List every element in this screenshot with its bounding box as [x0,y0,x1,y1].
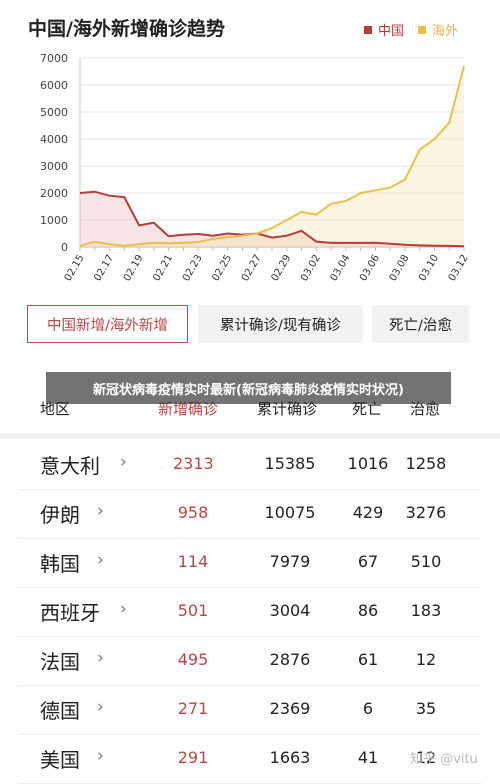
new-cases-value: 271 [177,699,209,718]
y-tick-label: 7000 [40,52,68,65]
x-tick-label: 02.29 [270,253,294,283]
new-cases-value: 291 [177,748,209,767]
title-banner: 新冠状病毒疫情实时最新(新冠病毒肺炎疫情实时状况) [46,372,451,404]
cure-value: 1258 [405,454,447,473]
country-name: 韩国 [40,552,80,576]
x-tick-label: 03.06 [358,253,382,283]
x-tick-label: 02.15 [63,253,87,283]
cumulative-value: 10075 [264,503,316,522]
watermark: 知乎 @vitu [410,752,478,767]
cumulative-value: 7979 [269,552,311,571]
series-line-overseas [79,65,465,247]
table-row[interactable]: 法国 495 2876 61 12 › [0,637,500,686]
x-tick-label: 03.12 [447,253,471,283]
new-cases-value: 2313 [173,454,214,473]
tab-new-cases[interactable]: 中国新增/海外新增 [27,305,188,343]
legend-swatch-overseas [418,25,426,34]
table-row[interactable]: 德国 271 2369 6 35 › [0,686,500,735]
cumulative-value: 2876 [269,650,311,669]
death-value: 61 [357,650,379,669]
header-cumulative[interactable]: 累计确诊 [257,400,318,418]
cure-value: 183 [410,601,442,620]
cumulative-value: 15385 [264,454,316,473]
y-tick-label: 3000 [40,160,68,173]
legend-swatch-china [364,25,372,34]
x-tick-label: 03.08 [388,253,412,283]
x-tick-label: 03.10 [417,253,441,283]
x-tick-label: 02.23 [181,253,205,283]
country-name: 德国 [40,699,80,723]
chevron-right-icon: › [97,697,104,717]
cumulative-value: 3004 [269,601,311,620]
cumulative-value: 2369 [269,699,311,718]
header-death[interactable]: 死亡 [352,400,383,418]
y-tick-label: 0 [61,241,68,254]
x-tick-label: 02.17 [92,253,116,283]
x-tick-label: 02.27 [240,253,264,283]
new-cases-value: 114 [177,552,209,571]
cumulative-value: 1663 [269,748,311,767]
x-tick-label: 02.19 [122,253,146,283]
new-cases-value: 958 [177,503,209,522]
legend-label-overseas: 海外 [432,24,459,39]
chevron-right-icon: › [97,550,104,570]
chevron-right-icon: › [97,501,104,521]
tab-death-cure[interactable]: 死亡/治愈 [372,305,469,343]
y-tick-label: 6000 [40,79,68,92]
x-tick-label: 03.04 [329,253,353,283]
table-row[interactable]: 伊朗 958 10075 429 3276 › [0,490,500,539]
tab-cumulative-cases[interactable]: 累计确诊/现有确诊 [198,305,363,343]
header-new-cases[interactable]: 新增确诊 [158,400,219,418]
death-value: 86 [357,601,379,620]
cure-value: 35 [415,699,437,718]
new-cases-value: 495 [177,650,209,669]
y-tick-label: 5000 [40,106,68,119]
death-value: 1016 [347,454,389,473]
country-name: 伊朗 [40,503,80,527]
y-tick-label: 1000 [40,214,68,227]
page-title: 中国/海外新增确诊趋势 [28,18,225,40]
table-row[interactable]: 意大利 2313 15385 1016 1258 › [0,441,500,490]
table-row[interactable]: 西班牙 501 3004 86 183 › [0,588,500,637]
country-name: 意大利 [40,454,100,478]
legend-label-china: 中国 [378,24,405,39]
table-header: 地区 新增确诊 累计确诊 死亡 治愈 [0,392,500,430]
country-name: 美国 [40,748,80,772]
x-tick-label: 02.25 [210,253,234,283]
y-tick-label: 4000 [40,133,68,146]
chevron-right-icon: › [97,746,104,766]
cure-value: 510 [410,552,442,571]
cure-value: 12 [415,748,437,767]
death-value: 67 [357,552,379,571]
death-value: 429 [352,503,384,522]
chevron-right-icon: › [120,599,127,619]
cure-value: 3276 [405,503,447,522]
death-value: 41 [357,748,379,767]
country-name: 法国 [40,650,80,674]
header-region: 地区 [40,400,71,418]
x-tick-label: 03.02 [299,253,323,283]
legend-china[interactable]: 中国 [364,20,404,39]
table-row[interactable]: 韩国 114 7979 67 510 › [0,539,500,588]
chevron-right-icon: › [120,452,127,472]
death-value: 6 [362,699,374,718]
header-cure[interactable]: 治愈 [410,400,441,418]
new-cases-value: 501 [177,601,209,620]
chevron-right-icon: › [97,648,104,668]
series-line-china [79,190,465,248]
divider [0,433,500,439]
cure-value: 12 [415,650,437,669]
legend-overseas[interactable]: 海外 [418,20,458,39]
y-tick-label: 2000 [40,187,68,200]
series-area-overseas [80,66,464,247]
x-tick-label: 02.21 [151,253,175,283]
country-name: 西班牙 [40,601,100,625]
